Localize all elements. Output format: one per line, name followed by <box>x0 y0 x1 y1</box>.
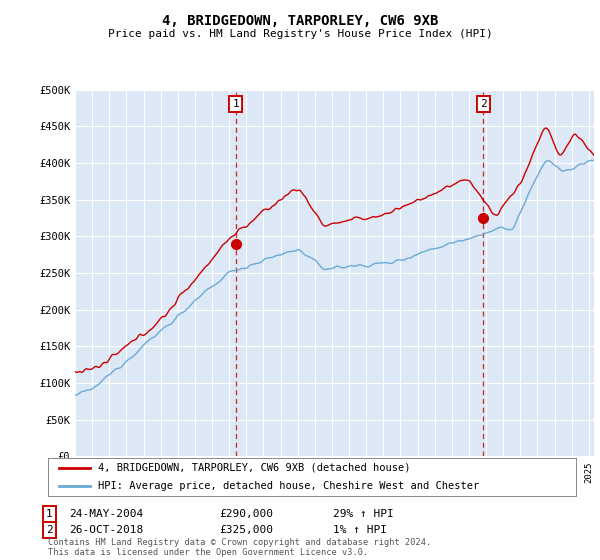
Text: 2: 2 <box>480 99 487 109</box>
Text: HPI: Average price, detached house, Cheshire West and Chester: HPI: Average price, detached house, Ches… <box>98 481 479 491</box>
Text: £290,000: £290,000 <box>219 509 273 519</box>
Text: 4, BRIDGEDOWN, TARPORLEY, CW6 9XB: 4, BRIDGEDOWN, TARPORLEY, CW6 9XB <box>162 14 438 28</box>
Text: 1: 1 <box>46 509 53 519</box>
Text: 1: 1 <box>232 99 239 109</box>
Text: 26-OCT-2018: 26-OCT-2018 <box>69 525 143 535</box>
Text: 24-MAY-2004: 24-MAY-2004 <box>69 509 143 519</box>
Text: Price paid vs. HM Land Registry's House Price Index (HPI): Price paid vs. HM Land Registry's House … <box>107 29 493 39</box>
Text: 1% ↑ HPI: 1% ↑ HPI <box>333 525 387 535</box>
Text: 2: 2 <box>46 525 53 535</box>
Text: 4, BRIDGEDOWN, TARPORLEY, CW6 9XB (detached house): 4, BRIDGEDOWN, TARPORLEY, CW6 9XB (detac… <box>98 463 410 473</box>
Text: 29% ↑ HPI: 29% ↑ HPI <box>333 509 394 519</box>
Text: Contains HM Land Registry data © Crown copyright and database right 2024.
This d: Contains HM Land Registry data © Crown c… <box>48 538 431 557</box>
Text: £325,000: £325,000 <box>219 525 273 535</box>
